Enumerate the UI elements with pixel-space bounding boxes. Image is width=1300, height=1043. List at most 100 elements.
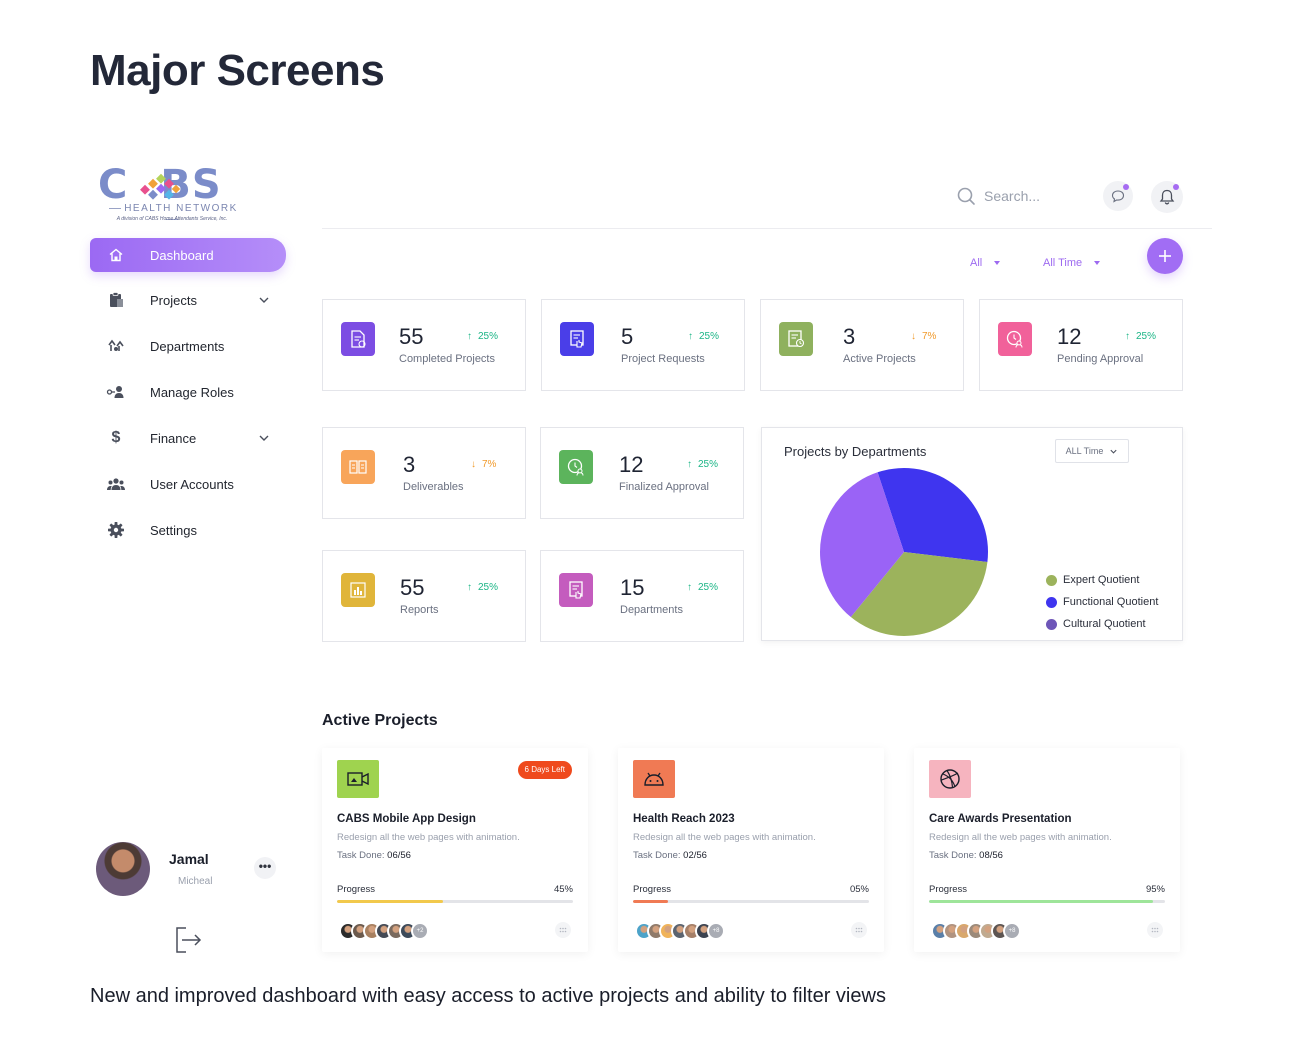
legend-item: Functional Quotient xyxy=(1046,591,1158,613)
chart-period-value: ALL Time xyxy=(1065,446,1104,456)
notification-dot xyxy=(1173,184,1179,190)
progress-bar xyxy=(633,900,869,903)
plus-icon xyxy=(1159,250,1171,262)
project-name[interactable]: Health Reach 2023 xyxy=(633,813,735,825)
page-caption: New and improved dashboard with easy acc… xyxy=(90,985,886,1007)
stat-card-active-projects[interactable]: 3 Active Projects ↓ 7% xyxy=(760,299,964,391)
android-icon xyxy=(633,760,675,798)
stat-value: 3 xyxy=(843,324,856,349)
stat-change: ↑ 25% xyxy=(688,331,720,342)
progress-bar xyxy=(337,900,573,903)
arrow-up-icon: ↑ xyxy=(687,459,692,470)
profile-more-button[interactable]: ••• xyxy=(254,857,276,879)
legend-dot xyxy=(1046,618,1057,630)
logo[interactable]: CABS HEALTH NETWORK A division of CABS H… xyxy=(98,165,248,226)
stat-label: Active Projects xyxy=(843,353,916,365)
sidebar-item-finance[interactable]: $ Finance xyxy=(90,421,286,455)
legend-dot xyxy=(1046,574,1057,586)
more-members-badge[interactable]: +8 xyxy=(1003,922,1021,940)
period-filter-value: All Time xyxy=(1043,257,1083,269)
stat-label: Finalized Approval xyxy=(619,481,709,493)
project-task-count: Task Done: 02/56 xyxy=(633,850,707,861)
drag-handle-icon[interactable] xyxy=(1147,922,1163,938)
member-avatars[interactable]: +8 xyxy=(635,922,725,940)
stat-change: ↓ 7% xyxy=(471,459,497,470)
users-icon xyxy=(106,474,126,494)
sidebar-item-manage-roles[interactable]: Manage Roles xyxy=(90,375,286,409)
project-card[interactable]: Care Awards Presentation Redesign all th… xyxy=(914,748,1180,952)
caret-down-icon xyxy=(994,261,1001,265)
sidebar-item-label: Projects xyxy=(150,292,197,308)
progress-value: 05% xyxy=(849,884,869,895)
more-members-badge[interactable]: +8 xyxy=(707,922,725,940)
profile-name: Jamal xyxy=(169,851,209,867)
pie-chart xyxy=(820,468,988,636)
stat-card-departments[interactable]: 15 Departments ↑ 25% xyxy=(540,550,744,642)
stat-change: ↓ 7% xyxy=(911,331,937,342)
scope-filter[interactable]: All xyxy=(970,257,1001,269)
pie-slice-functional-quotient[interactable] xyxy=(877,468,988,563)
more-members-badge[interactable]: +2 xyxy=(411,922,429,940)
header-divider xyxy=(322,228,1212,229)
stat-card-project-requests[interactable]: 5 Project Requests ↑ 25% xyxy=(541,299,745,391)
notifications-button[interactable] xyxy=(1151,181,1183,213)
sidebar-item-label: Dashboard xyxy=(150,247,214,263)
add-button[interactable] xyxy=(1147,238,1183,274)
chevron-down-icon[interactable] xyxy=(258,432,270,444)
sidebar-item-label: Departments xyxy=(150,338,225,354)
project-name[interactable]: CABS Mobile App Design xyxy=(337,813,476,825)
video-camera-icon xyxy=(337,760,379,798)
member-avatars[interactable]: +2 xyxy=(339,922,429,940)
logout-icon[interactable] xyxy=(172,924,204,956)
stat-value: 55 xyxy=(399,324,424,349)
progress-value: 95% xyxy=(1145,884,1165,895)
chat-unread-dot xyxy=(1123,184,1129,190)
page-heading: Major Screens xyxy=(90,46,385,95)
sidebar-item-settings[interactable]: Settings xyxy=(90,513,286,547)
stat-change: ↑ 25% xyxy=(467,331,499,342)
stat-card-reports[interactable]: 55 Reports ↑ 25% xyxy=(322,550,526,642)
stat-value: 3 xyxy=(403,452,416,477)
stat-label: Reports xyxy=(400,604,439,616)
chat-button[interactable] xyxy=(1103,181,1133,211)
stat-change: ↑ 25% xyxy=(687,459,719,470)
stat-label: Completed Projects xyxy=(399,353,495,365)
sidebar-item-dashboard[interactable]: Dashboard xyxy=(90,238,286,272)
sidebar-item-departments[interactable]: Departments xyxy=(90,329,286,363)
sidebar-item-projects[interactable]: Projects xyxy=(90,283,286,317)
member-avatars[interactable]: +8 xyxy=(931,922,1021,940)
arrow-down-icon: ↓ xyxy=(471,459,476,470)
avatar[interactable] xyxy=(96,842,150,896)
legend-item: Expert Quotient xyxy=(1046,569,1158,591)
project-card[interactable]: 6 Days Left CABS Mobile App Design Redes… xyxy=(322,748,588,952)
arrow-up-icon: ↑ xyxy=(687,582,692,593)
chart-period-select[interactable]: ALL Time xyxy=(1055,439,1129,463)
profile-role: Micheal xyxy=(178,876,213,887)
drag-handle-icon[interactable] xyxy=(555,922,571,938)
period-filter[interactable]: All Time xyxy=(1043,257,1101,269)
stat-card-pending-approval[interactable]: 12 Pending Approval ↑ 25% xyxy=(979,299,1183,391)
chevron-down-icon[interactable] xyxy=(258,294,270,306)
progress-fill xyxy=(633,900,669,903)
search-bar[interactable] xyxy=(956,184,1086,208)
project-name[interactable]: Care Awards Presentation xyxy=(929,813,1072,825)
stat-change: ↑ 25% xyxy=(1125,331,1157,342)
projects-by-departments-card: Projects by Departments ALL Time Expert … xyxy=(761,427,1183,641)
caret-down-icon xyxy=(1094,261,1101,265)
pie-slice-expert-quotient[interactable] xyxy=(850,552,988,636)
clipboard-icon xyxy=(106,290,126,310)
project-card[interactable]: Health Reach 2023 Redesign all the web p… xyxy=(618,748,884,952)
chat-icon xyxy=(1111,190,1125,203)
pie-slice-cultural-quotient[interactable] xyxy=(820,472,904,618)
stat-card-deliverables[interactable]: 3 Deliverables ↓ 7% xyxy=(322,427,526,519)
search-icon xyxy=(957,187,975,205)
stat-card-completed-projects[interactable]: 55 Completed Projects ↑ 25% xyxy=(322,299,526,391)
drag-handle-icon[interactable] xyxy=(851,922,867,938)
progress-label: Progress xyxy=(929,884,968,895)
search-input[interactable] xyxy=(984,188,1080,204)
stat-value: 55 xyxy=(400,575,425,600)
stat-card-finalized-approval[interactable]: 12 Finalized Approval ↑ 25% xyxy=(540,427,744,519)
sidebar-item-user-accounts[interactable]: User Accounts xyxy=(90,467,286,501)
progress-label: Progress xyxy=(337,884,376,895)
progress-value: 45% xyxy=(553,884,573,895)
